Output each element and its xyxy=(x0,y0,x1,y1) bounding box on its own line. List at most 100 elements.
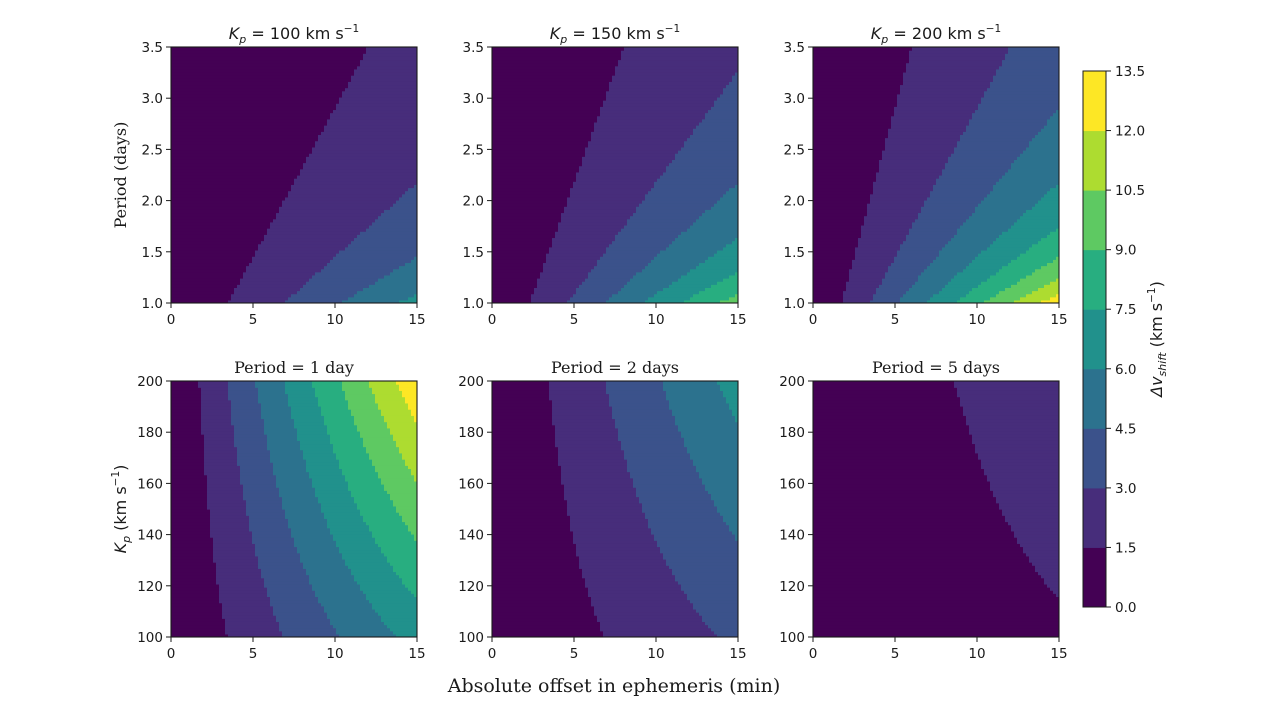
contour-cell xyxy=(171,68,175,73)
contour-cell xyxy=(219,221,223,226)
contour-cell xyxy=(198,84,202,89)
contour-cell xyxy=(330,296,334,301)
contour-cell xyxy=(228,150,232,154)
contour-cell xyxy=(222,221,226,226)
contour-cell xyxy=(345,81,349,86)
contour-cell xyxy=(348,212,352,217)
contour-cell xyxy=(171,137,175,142)
contour-cell xyxy=(231,281,235,285)
contour-cell xyxy=(291,121,295,126)
contour-cell xyxy=(291,62,295,67)
contour-cell xyxy=(318,262,322,267)
contour-cell xyxy=(204,265,208,270)
contour-cell xyxy=(276,296,280,301)
contour-cell xyxy=(261,118,265,123)
contour-cell xyxy=(213,249,217,254)
contour-cell xyxy=(201,59,205,64)
contour-cell xyxy=(270,209,274,214)
contour-cell xyxy=(300,87,304,92)
contour-cell xyxy=(327,228,331,232)
contour-cell xyxy=(171,237,175,242)
contour-cell xyxy=(213,53,217,57)
contour-cell xyxy=(240,87,244,92)
contour-cell xyxy=(285,290,289,295)
contour-cell xyxy=(294,274,298,279)
contour-cell xyxy=(324,62,328,67)
contour-cell xyxy=(297,284,301,288)
contour-cell xyxy=(198,143,202,148)
contour-cell xyxy=(333,231,337,235)
contour-cell xyxy=(237,228,241,232)
contour-cell xyxy=(333,190,337,195)
contour-cell xyxy=(336,278,340,282)
contour-cell xyxy=(192,53,196,57)
contour-cell xyxy=(177,150,181,154)
contour-cell xyxy=(201,146,205,151)
contour-cell xyxy=(291,290,295,295)
contour-cell xyxy=(336,150,340,154)
contour-cell xyxy=(324,218,328,223)
contour-cell xyxy=(210,90,214,95)
contour-cell xyxy=(204,150,208,154)
contour-cell xyxy=(243,165,247,170)
contour-cell xyxy=(243,259,247,264)
contour-cell xyxy=(252,196,256,201)
contour-cell xyxy=(288,68,292,73)
contour-cell xyxy=(336,246,340,251)
contour-cell xyxy=(201,134,205,139)
contour-cell xyxy=(321,228,325,232)
contour-cell xyxy=(210,196,214,201)
contour-cell xyxy=(342,78,346,82)
contour-cell xyxy=(303,218,307,223)
contour-cell xyxy=(279,121,283,126)
contour-cell xyxy=(189,162,193,167)
contour-cell xyxy=(237,178,241,182)
contour-cell xyxy=(270,118,274,123)
contour-cell xyxy=(351,106,355,111)
contour-cell xyxy=(186,47,190,51)
contour-cell xyxy=(261,196,265,201)
contour-cell xyxy=(174,218,178,223)
contour-cell xyxy=(189,90,193,95)
contour-cell xyxy=(240,293,244,298)
contour-cell xyxy=(327,112,331,117)
contour-cell xyxy=(201,56,205,61)
contour-cell xyxy=(324,150,328,154)
contour-cell xyxy=(237,134,241,139)
contour-cell xyxy=(243,50,247,54)
contour-cell xyxy=(258,243,262,248)
contour-cell xyxy=(243,162,247,167)
contour-cell xyxy=(249,137,253,142)
contour-cell xyxy=(192,47,196,51)
contour-cell xyxy=(273,262,277,267)
contour-cell xyxy=(336,187,340,192)
contour-cell xyxy=(267,187,271,192)
contour-cell xyxy=(207,218,211,223)
contour-cell xyxy=(300,68,304,73)
contour-cell xyxy=(246,278,250,282)
contour-cell xyxy=(309,240,313,245)
contour-cell xyxy=(207,87,211,92)
contour-cell xyxy=(291,237,295,242)
contour-cell xyxy=(207,168,211,173)
contour-cell xyxy=(240,237,244,242)
contour-cell xyxy=(303,206,307,210)
contour-cell xyxy=(219,278,223,282)
contour-cell xyxy=(303,96,307,101)
contour-cell xyxy=(267,150,271,154)
contour-cell xyxy=(348,293,352,298)
contour-cell xyxy=(294,56,298,61)
contour-cell xyxy=(243,100,247,104)
contour-cell xyxy=(246,181,250,185)
contour-cell xyxy=(288,240,292,245)
contour-cell xyxy=(261,218,265,223)
contour-cell xyxy=(204,47,208,51)
contour-cell xyxy=(294,231,298,235)
contour-cell xyxy=(339,62,343,67)
contour-cell xyxy=(186,112,190,117)
contour-cell xyxy=(303,231,307,235)
contour-cell xyxy=(246,112,250,117)
contour-cell xyxy=(249,209,253,214)
contour-cell xyxy=(270,96,274,101)
contour-cell xyxy=(330,196,334,201)
